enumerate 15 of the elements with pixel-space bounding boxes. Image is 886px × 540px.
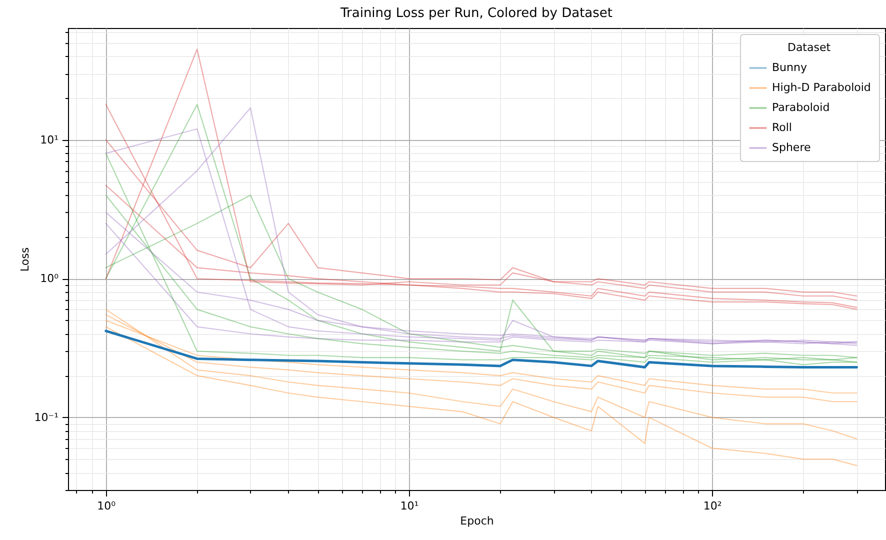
legend-label: Sphere <box>772 141 811 154</box>
legend-label: High-D Paraboloid <box>772 81 871 94</box>
y-tick-label: 10⁻¹ <box>34 410 58 424</box>
y-axis-title: Loss <box>18 247 32 272</box>
legend-label: Bunny <box>772 61 808 74</box>
x-axis-title: Epoch <box>460 514 494 528</box>
x-tick-label: 10² <box>703 500 722 512</box>
y-tick-label: 10⁰ <box>40 272 60 286</box>
chart-title: Training Loss per Run, Colored by Dataset <box>339 6 613 21</box>
x-tick-label: 10¹ <box>400 500 419 512</box>
x-tick-label: 10⁰ <box>97 500 116 512</box>
y-tick-label: 10¹ <box>40 133 58 146</box>
legend-label: Paraboloid <box>772 101 830 114</box>
legend-title: Dataset <box>787 41 832 54</box>
legend-label: Roll <box>772 121 792 134</box>
